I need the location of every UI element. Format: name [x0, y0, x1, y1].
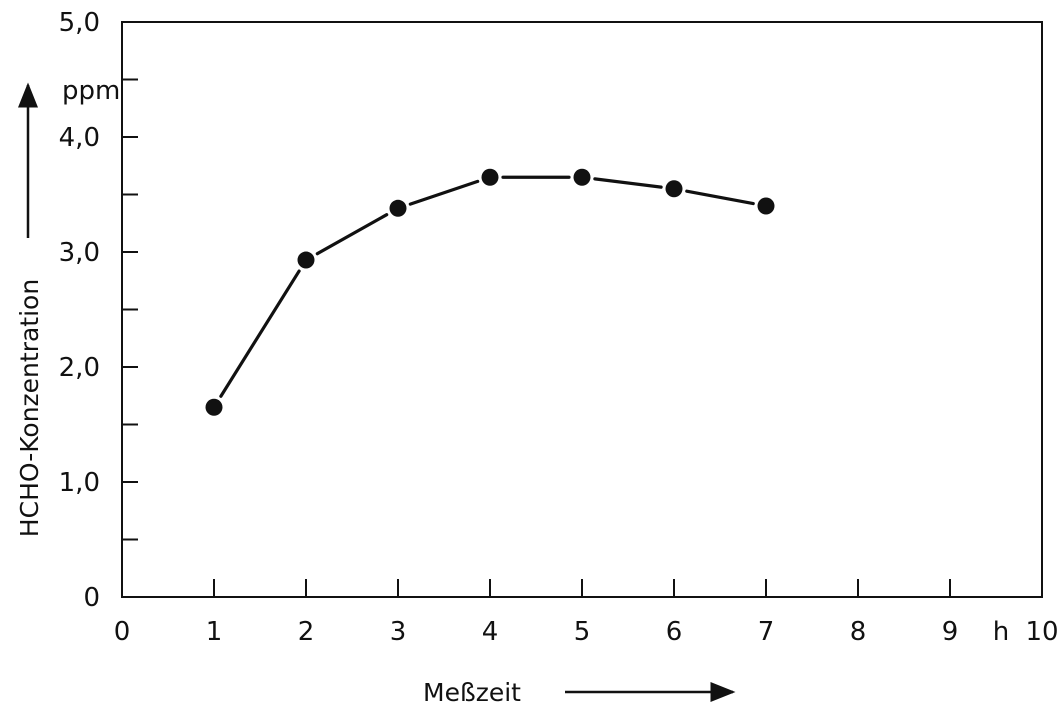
y-unit-label: ppm [62, 76, 120, 106]
x-tick-label: 6 [666, 617, 683, 647]
data-point [297, 251, 315, 269]
x-tick-label: 8 [850, 617, 867, 647]
y-tick-label: 4,0 [59, 123, 100, 153]
series-line-segment [685, 189, 755, 206]
data-point [665, 180, 683, 198]
data-point [573, 168, 591, 186]
y-axis-label: HCHO-Konzentration [15, 279, 44, 537]
y-tick-label: 1,0 [59, 468, 100, 498]
data-point [389, 199, 407, 217]
data-point [757, 197, 775, 215]
x-tick-label: 7 [758, 617, 775, 647]
x-tick-label: 10 [1025, 617, 1058, 647]
series-layer [205, 168, 775, 416]
y-tick-label: 5,0 [59, 8, 100, 38]
series-line-segment [593, 177, 663, 189]
y-tick-label: 3,0 [59, 238, 100, 268]
x-tick-label: 4 [482, 617, 499, 647]
data-point [481, 168, 499, 186]
x-axis-label: Meßzeit [423, 678, 521, 707]
series-line-segment [315, 213, 389, 256]
x-tick-label: 1 [206, 617, 223, 647]
series-line-segment [408, 179, 480, 206]
x-tick-label: 3 [390, 617, 407, 647]
series-line-segment [219, 269, 301, 398]
x-unit-label: h [993, 617, 1009, 647]
x-tick-label: 5 [574, 617, 591, 647]
y-tick-label: 0 [83, 583, 100, 613]
data-point [205, 398, 223, 416]
y-tick-label: 2,0 [59, 353, 100, 383]
x-tick-label: 0 [114, 617, 131, 647]
x-tick-label: 2 [298, 617, 315, 647]
y-axis-ticks: 0 1,0 2,0 3,0 4,0 5,0 [59, 8, 138, 613]
x-axis-ticks: 0 1 2 3 4 5 6 7 8 9 10 [114, 579, 1059, 647]
plot-frame [121, 21, 1043, 598]
x-tick-label: 9 [942, 617, 959, 647]
